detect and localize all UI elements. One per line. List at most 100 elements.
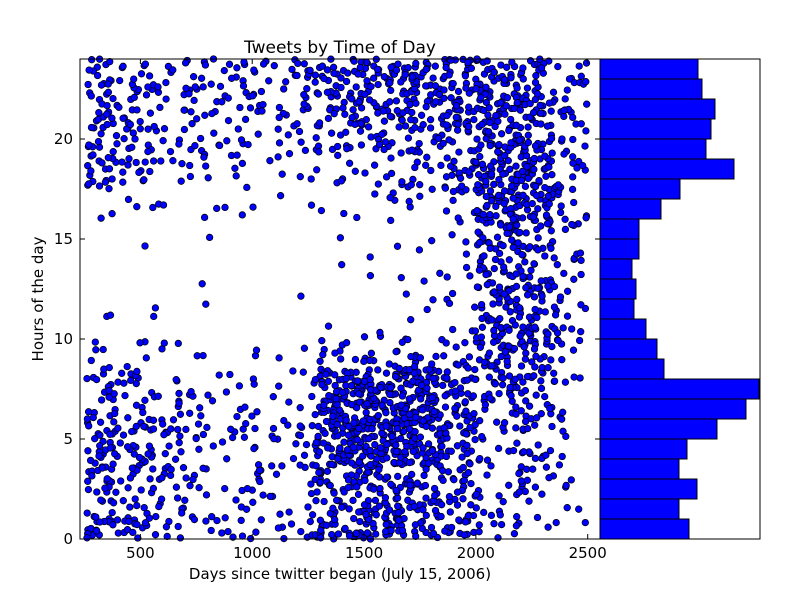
x-tick-label: 2000 [457, 544, 495, 562]
scatter-point [126, 120, 135, 129]
scatter-point [416, 181, 424, 189]
scatter-point [517, 362, 526, 370]
scatter-point [550, 282, 559, 291]
scatter-point [445, 299, 454, 308]
scatter-point [386, 79, 394, 87]
scatter-point [397, 274, 405, 282]
scatter-point [257, 87, 266, 96]
scatter-point [549, 88, 558, 96]
scatter-point [490, 68, 498, 76]
scatter-point [340, 438, 348, 446]
scatter-point [169, 416, 178, 424]
scatter-point [476, 417, 484, 425]
scatter-point [541, 252, 549, 260]
scatter-point [431, 82, 440, 90]
scatter-point [505, 126, 513, 135]
scatter-point [121, 391, 129, 400]
scatter-point [370, 161, 379, 169]
scatter-point [439, 476, 447, 485]
histogram-bar [599, 418, 718, 440]
scatter-point [172, 483, 181, 491]
scatter-point [323, 66, 332, 74]
scatter-point [84, 485, 93, 494]
scatter-point [91, 435, 99, 443]
scatter-point [145, 442, 154, 450]
scatter-point [458, 453, 466, 461]
scatter-point [145, 72, 154, 80]
scatter-point [289, 454, 298, 463]
scatter-point [532, 352, 540, 360]
scatter-point [227, 74, 236, 82]
scatter-point [371, 441, 379, 449]
scatter-point [374, 366, 382, 374]
scatter-point [412, 532, 420, 540]
scatter-point [210, 129, 218, 137]
scatter-point [195, 445, 203, 453]
scatter-point [131, 135, 139, 143]
scatter-point [364, 123, 373, 131]
scatter-point [227, 425, 235, 433]
scatter-point [101, 484, 109, 492]
scatter-point [87, 123, 96, 132]
scatter-point [524, 123, 532, 131]
scatter-point [494, 191, 503, 200]
scatter-point [328, 460, 336, 469]
scatter-point [458, 182, 466, 190]
scatter-point [238, 211, 246, 219]
scatter-point [505, 372, 514, 380]
scatter-point [489, 300, 497, 308]
scatter-point [428, 446, 437, 455]
scatter-point [233, 64, 241, 72]
scatter-point [541, 152, 549, 160]
scatter-point [512, 121, 521, 129]
scatter-point [355, 508, 363, 516]
scatter-point [349, 443, 358, 451]
scatter-point [314, 90, 323, 98]
histogram-bar [599, 518, 690, 540]
scatter-point [234, 125, 242, 133]
scatter-point [519, 64, 527, 72]
scatter-point [484, 128, 493, 136]
scatter-point [387, 480, 395, 488]
scatter-point [128, 464, 136, 472]
scatter-point [155, 502, 163, 511]
scatter-point [536, 101, 544, 110]
scatter-point [284, 131, 292, 139]
scatter-point [329, 63, 338, 71]
scatter-point [505, 223, 514, 231]
scatter-point [316, 516, 325, 524]
scatter-point [119, 168, 127, 176]
scatter-point [190, 96, 198, 105]
histogram-frame [599, 58, 761, 540]
scatter-axes: 500 1000 1500 2000 2500 0 5 10 15 20 Tweets by T… [29, 38, 607, 583]
scatter-point [382, 369, 391, 377]
scatter-point [420, 277, 428, 285]
scatter-point [95, 182, 104, 190]
scatter-point [443, 154, 451, 162]
scatter-point [440, 94, 448, 102]
scatter-point [300, 91, 308, 99]
scatter-point [275, 103, 284, 112]
scatter-point [193, 115, 201, 123]
scatter-point [422, 82, 430, 90]
scatter-point [473, 283, 482, 291]
scatter-point [93, 71, 102, 80]
scatter-point [534, 205, 542, 213]
scatter-point [431, 491, 439, 500]
scatter-point [567, 476, 575, 484]
scatter-point [494, 444, 503, 453]
scatter-point [162, 95, 170, 103]
scatter-point [391, 373, 400, 381]
scatter-point [242, 420, 250, 428]
scatter-point [367, 82, 375, 91]
scatter-point [128, 427, 136, 436]
scatter-point [220, 66, 228, 75]
scatter-point [405, 410, 414, 418]
scatter-point [438, 467, 447, 475]
scatter-point [243, 183, 251, 192]
scatter-point [203, 423, 211, 432]
scatter-point [461, 339, 469, 347]
scatter-point [464, 390, 472, 398]
scatter-point [523, 465, 531, 473]
